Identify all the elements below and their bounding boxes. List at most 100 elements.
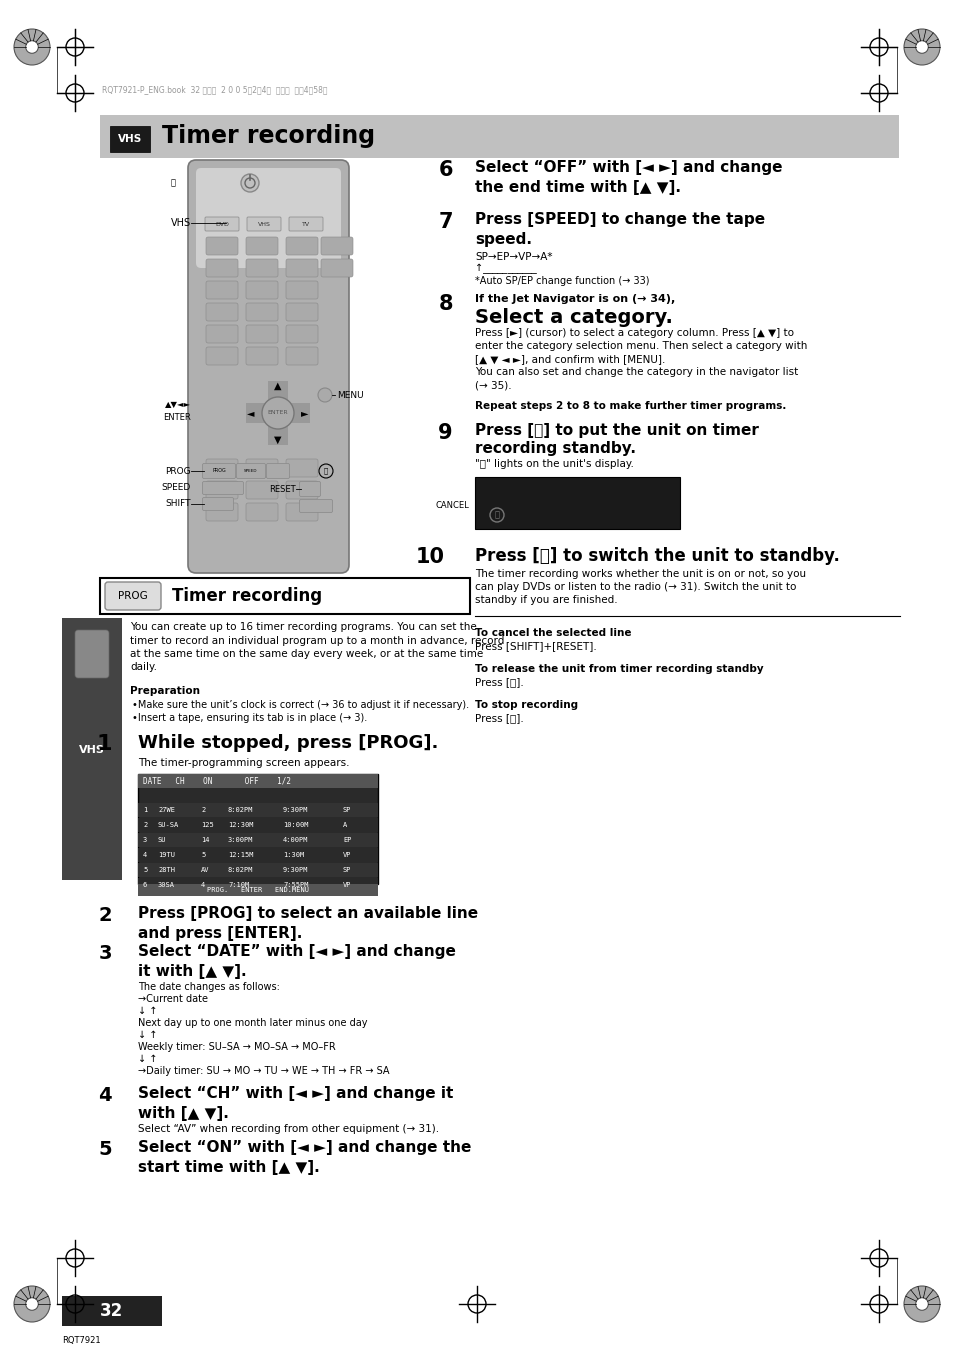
Text: SPEED: SPEED (244, 469, 257, 473)
FancyBboxPatch shape (286, 281, 317, 299)
Text: 4: 4 (201, 882, 205, 888)
Text: SU-SA: SU-SA (158, 821, 179, 828)
Text: PROG: PROG (212, 469, 226, 473)
Text: 5: 5 (201, 852, 205, 858)
Text: ⏳: ⏳ (323, 467, 328, 474)
Text: can play DVDs or listen to the radio (→ 31). Switch the unit to: can play DVDs or listen to the radio (→ … (475, 582, 796, 592)
Text: [▲ ▼ ◄ ►], and confirm with [MENU].: [▲ ▼ ◄ ►], and confirm with [MENU]. (475, 354, 664, 363)
Text: 9:30PM: 9:30PM (283, 807, 308, 813)
Circle shape (317, 388, 332, 403)
Text: If the Jet Navigator is on (→ 34),: If the Jet Navigator is on (→ 34), (475, 295, 675, 304)
Text: VHS: VHS (257, 222, 270, 227)
FancyBboxPatch shape (286, 236, 317, 255)
FancyBboxPatch shape (202, 497, 233, 511)
Bar (138, 774, 377, 884)
Text: SP→EP→VP→A*: SP→EP→VP→A* (475, 253, 552, 262)
Bar (138, 834, 377, 847)
Text: Select “CH” with [◄ ►] and change it
with [▲ ▼].: Select “CH” with [◄ ►] and change it wit… (138, 1086, 453, 1121)
Text: 27WE: 27WE (158, 807, 174, 813)
Text: You can create up to 16 timer recording programs. You can set the: You can create up to 16 timer recording … (130, 621, 476, 632)
Circle shape (915, 41, 927, 53)
Text: VHS: VHS (171, 218, 191, 228)
Text: The timer-programming screen appears.: The timer-programming screen appears. (138, 758, 349, 767)
FancyBboxPatch shape (266, 463, 289, 478)
Text: 10:00M: 10:00M (283, 821, 308, 828)
Text: Preparation: Preparation (130, 686, 200, 696)
FancyBboxPatch shape (247, 218, 281, 231)
Text: Press [SPEED] to change the tape
speed.: Press [SPEED] to change the tape speed. (475, 212, 764, 247)
FancyBboxPatch shape (286, 459, 317, 477)
Circle shape (903, 1286, 939, 1323)
Text: ▼: ▼ (274, 435, 281, 444)
Text: 10: 10 (416, 547, 444, 567)
Text: VP: VP (343, 882, 351, 888)
FancyBboxPatch shape (246, 236, 277, 255)
Text: 5: 5 (98, 1140, 112, 1159)
Text: Timer recording: Timer recording (172, 586, 322, 605)
Text: AV: AV (201, 867, 210, 873)
Text: RQT7921-P_ENG.book  32 ページ  2 0 0 5年2月4日  金曜日  午後4時58分: RQT7921-P_ENG.book 32 ページ 2 0 0 5年2月4日 金… (102, 85, 327, 95)
Text: TV: TV (301, 222, 310, 227)
Text: Press [SHIFT]+[RESET].: Press [SHIFT]+[RESET]. (475, 640, 597, 651)
Text: •Insert a tape, ensuring its tab is in place (→ 3).: •Insert a tape, ensuring its tab is in p… (132, 713, 367, 723)
FancyBboxPatch shape (105, 582, 161, 611)
Text: →Daily timer: SU → MO → TU → WE → TH → FR → SA: →Daily timer: SU → MO → TU → WE → TH → F… (138, 1066, 389, 1075)
Text: Press [⏻] to switch the unit to standby.: Press [⏻] to switch the unit to standby. (475, 547, 839, 565)
Text: The date changes as follows:: The date changes as follows: (138, 982, 279, 992)
Text: PROG: PROG (165, 466, 191, 476)
Text: VHS: VHS (118, 134, 142, 145)
FancyBboxPatch shape (206, 326, 237, 343)
Text: Press [►] (cursor) to select a category column. Press [▲ ▼] to: Press [►] (cursor) to select a category … (475, 328, 793, 338)
Text: Select “OFF” with [◄ ►] and change
the end time with [▲ ▼].: Select “OFF” with [◄ ►] and change the e… (475, 159, 781, 195)
Text: 1:30M: 1:30M (283, 852, 304, 858)
Text: 1: 1 (143, 807, 147, 813)
Text: 9: 9 (438, 423, 453, 443)
Text: 3: 3 (143, 838, 147, 843)
Circle shape (26, 41, 38, 53)
Text: 28TH: 28TH (158, 867, 174, 873)
Text: ↓ ↑: ↓ ↑ (138, 1029, 157, 1040)
FancyBboxPatch shape (320, 236, 353, 255)
Text: ENTER: ENTER (163, 413, 191, 423)
Text: Weekly timer: SU–SA → MO–SA → MO–FR: Weekly timer: SU–SA → MO–SA → MO–FR (138, 1042, 335, 1052)
Text: ↓ ↑: ↓ ↑ (138, 1054, 157, 1065)
Text: SHIFT: SHIFT (165, 499, 191, 508)
Text: 7:10M: 7:10M (228, 882, 249, 888)
Text: 2: 2 (143, 821, 147, 828)
Bar (138, 802, 377, 817)
Text: ▲: ▲ (274, 381, 281, 390)
FancyBboxPatch shape (206, 281, 237, 299)
FancyBboxPatch shape (206, 459, 237, 477)
Text: 3: 3 (98, 944, 112, 963)
Text: 2: 2 (201, 807, 205, 813)
Text: Select “AV” when recording from other equipment (→ 31).: Select “AV” when recording from other eq… (138, 1124, 438, 1133)
FancyBboxPatch shape (206, 259, 237, 277)
Text: 8:02PM: 8:02PM (228, 807, 253, 813)
FancyBboxPatch shape (246, 259, 277, 277)
Text: 19TU: 19TU (158, 852, 174, 858)
FancyBboxPatch shape (246, 347, 277, 365)
FancyBboxPatch shape (286, 259, 317, 277)
Text: 9:30PM: 9:30PM (283, 867, 308, 873)
Text: 32: 32 (100, 1302, 124, 1320)
Bar (475, 477, 679, 530)
FancyBboxPatch shape (246, 303, 277, 322)
Text: DATE   CH    ON       OFF    1/2: DATE CH ON OFF 1/2 (143, 777, 291, 785)
Text: 3:00PM: 3:00PM (228, 838, 253, 843)
FancyBboxPatch shape (206, 303, 237, 322)
FancyBboxPatch shape (236, 463, 265, 478)
Bar (138, 884, 377, 896)
Bar (138, 817, 377, 832)
Text: ◄: ◄ (247, 408, 254, 417)
Text: SPEED: SPEED (162, 482, 191, 492)
Text: To cancel the selected line: To cancel the selected line (475, 628, 631, 638)
Bar (110, 126, 150, 153)
Text: Timer recording: Timer recording (162, 124, 375, 149)
Text: PROG.   ENTER   END.MENU: PROG. ENTER END.MENU (207, 888, 309, 893)
FancyBboxPatch shape (188, 159, 349, 573)
Text: daily.: daily. (130, 662, 157, 673)
FancyBboxPatch shape (286, 347, 317, 365)
FancyBboxPatch shape (286, 303, 317, 322)
Text: at the same time on the same day every week, or at the same time: at the same time on the same day every w… (130, 648, 483, 659)
Text: ⏳: ⏳ (494, 511, 499, 520)
